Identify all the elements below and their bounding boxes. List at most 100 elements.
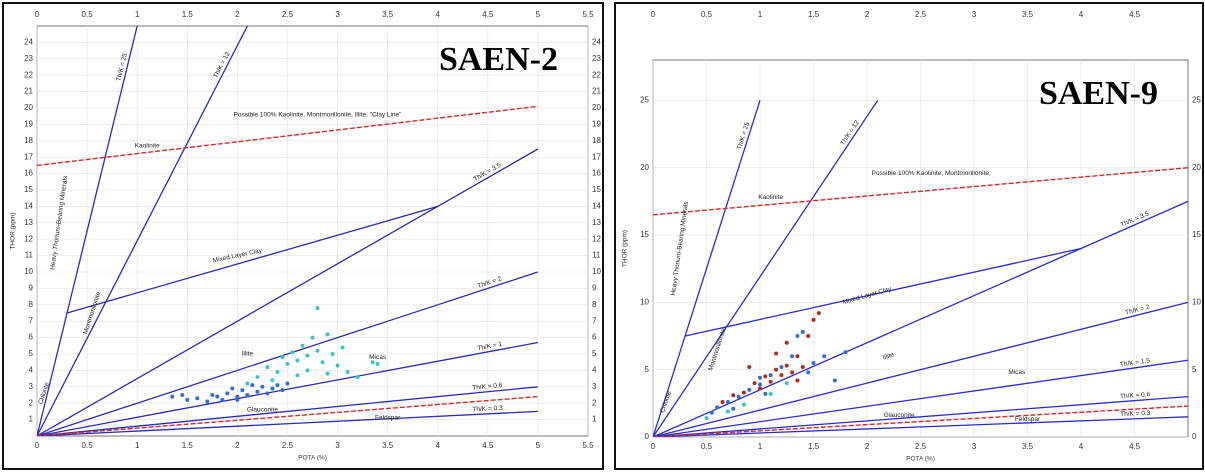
y-tick-label: 15 xyxy=(640,230,649,239)
data-point xyxy=(305,353,310,358)
ratio-line xyxy=(37,26,248,436)
data-point xyxy=(355,374,360,379)
data-point xyxy=(220,397,225,402)
ratio-line xyxy=(37,410,538,436)
y-tick-label: 2 xyxy=(29,398,34,407)
x-tick-label-top: 0 xyxy=(651,10,656,19)
x-tick-label-top: 1 xyxy=(135,10,140,19)
x-tick-label: 2 xyxy=(865,442,870,451)
y-tick-label: 8 xyxy=(29,300,34,309)
data-point xyxy=(205,399,210,404)
line-label: Th/K = 0.6 xyxy=(472,382,503,392)
data-point xyxy=(752,381,757,386)
ratio-line xyxy=(653,416,1188,437)
data-point xyxy=(790,370,795,375)
y-tick-label: 0 xyxy=(645,432,650,441)
x-tick-label-top: 2 xyxy=(865,10,870,19)
data-point xyxy=(315,306,320,311)
ratio-line xyxy=(37,341,539,436)
data-point xyxy=(330,352,335,356)
data-point xyxy=(210,393,215,397)
x-tick-label-top: 2.5 xyxy=(915,10,927,19)
x-tick-label: 0.5 xyxy=(701,442,713,451)
plot-area xyxy=(36,25,589,437)
x-tick-label: 1 xyxy=(758,442,763,451)
ratio-line xyxy=(37,26,138,436)
data-point xyxy=(375,361,380,366)
region-label: Micas xyxy=(1008,369,1026,376)
data-point xyxy=(285,381,290,386)
data-point xyxy=(784,381,789,386)
x-tick-label: 0 xyxy=(651,442,656,451)
data-point xyxy=(816,311,821,316)
data-point xyxy=(763,391,768,396)
x-tick-label-top: 2 xyxy=(235,10,240,19)
region-label: Glauconite xyxy=(247,406,278,413)
data-point xyxy=(768,391,773,396)
data-point xyxy=(225,391,230,396)
ratio-line xyxy=(37,386,538,436)
line-label: Th/K = 1.5 xyxy=(1120,357,1151,368)
region-label: Illite xyxy=(242,351,254,358)
y-tick-label: 15 xyxy=(24,185,33,194)
x-tick-label: 2.5 xyxy=(915,442,927,451)
x-tick-label: 3.5 xyxy=(1022,442,1034,451)
y-tick-label: 17 xyxy=(24,152,33,161)
data-point xyxy=(806,334,811,339)
data-point xyxy=(270,378,275,383)
y-tick-label: 13 xyxy=(24,218,33,227)
y-tick-label: 21 xyxy=(24,87,33,96)
y-tick-label: 1 xyxy=(29,415,34,424)
data-point xyxy=(811,360,816,365)
y-tick-label-right: 14 xyxy=(592,202,601,211)
y-tick-label-right: 11 xyxy=(592,251,601,260)
data-point xyxy=(843,350,848,355)
x-tick-label: 4.5 xyxy=(1129,442,1141,451)
x-tick-label: 0.5 xyxy=(82,441,94,450)
y-tick-label: 12 xyxy=(24,234,33,243)
data-point xyxy=(800,329,805,334)
data-point xyxy=(230,386,235,391)
x-tick-label-top: 4.5 xyxy=(1129,10,1141,19)
data-point xyxy=(747,364,752,369)
data-point xyxy=(774,351,779,356)
data-point xyxy=(784,340,789,345)
y-tick-label-right: 15 xyxy=(1192,230,1201,239)
line-label: Th/K = 0.3 xyxy=(1120,410,1151,418)
ratio-line xyxy=(653,395,1188,437)
y-tick-label-right: 13 xyxy=(592,218,601,227)
y-tick-label-right: 1 xyxy=(592,415,597,424)
y-tick-label: 3 xyxy=(29,382,34,391)
y-tick-label: 5 xyxy=(29,349,34,358)
data-point xyxy=(270,386,275,391)
data-point xyxy=(741,402,746,407)
y-tick-label-right: 8 xyxy=(592,300,597,309)
data-point xyxy=(280,355,285,360)
data-point xyxy=(275,383,280,388)
region-label: Feldspar xyxy=(1015,416,1041,423)
data-point xyxy=(784,363,789,368)
x-axis-label: POTA (%) xyxy=(298,455,327,462)
y-tick-label-right: 10 xyxy=(592,267,601,276)
y-tick-label-right: 17 xyxy=(592,152,601,161)
ratio-line xyxy=(37,148,539,436)
x-tick-label: 3 xyxy=(972,442,977,451)
x-tick-label-top: 4.5 xyxy=(482,10,494,19)
ratio-line xyxy=(37,105,538,167)
line-label: Th/K = 0.3 xyxy=(472,405,503,413)
y-tick-label-right: 15 xyxy=(592,185,601,194)
data-point xyxy=(320,360,325,365)
data-point xyxy=(758,375,762,380)
ratio-line xyxy=(653,359,1188,437)
data-point xyxy=(215,394,220,399)
x-tick-label: 2 xyxy=(235,441,240,450)
data-point xyxy=(305,368,310,373)
x-tick-label-top: 1.5 xyxy=(182,10,194,19)
data-point xyxy=(245,381,250,386)
data-point xyxy=(340,345,345,350)
chart-title: SAEN-2 xyxy=(439,41,558,78)
data-point xyxy=(736,394,741,399)
y-tick-label: 11 xyxy=(25,251,34,260)
x-tick-label: 1 xyxy=(135,441,140,450)
